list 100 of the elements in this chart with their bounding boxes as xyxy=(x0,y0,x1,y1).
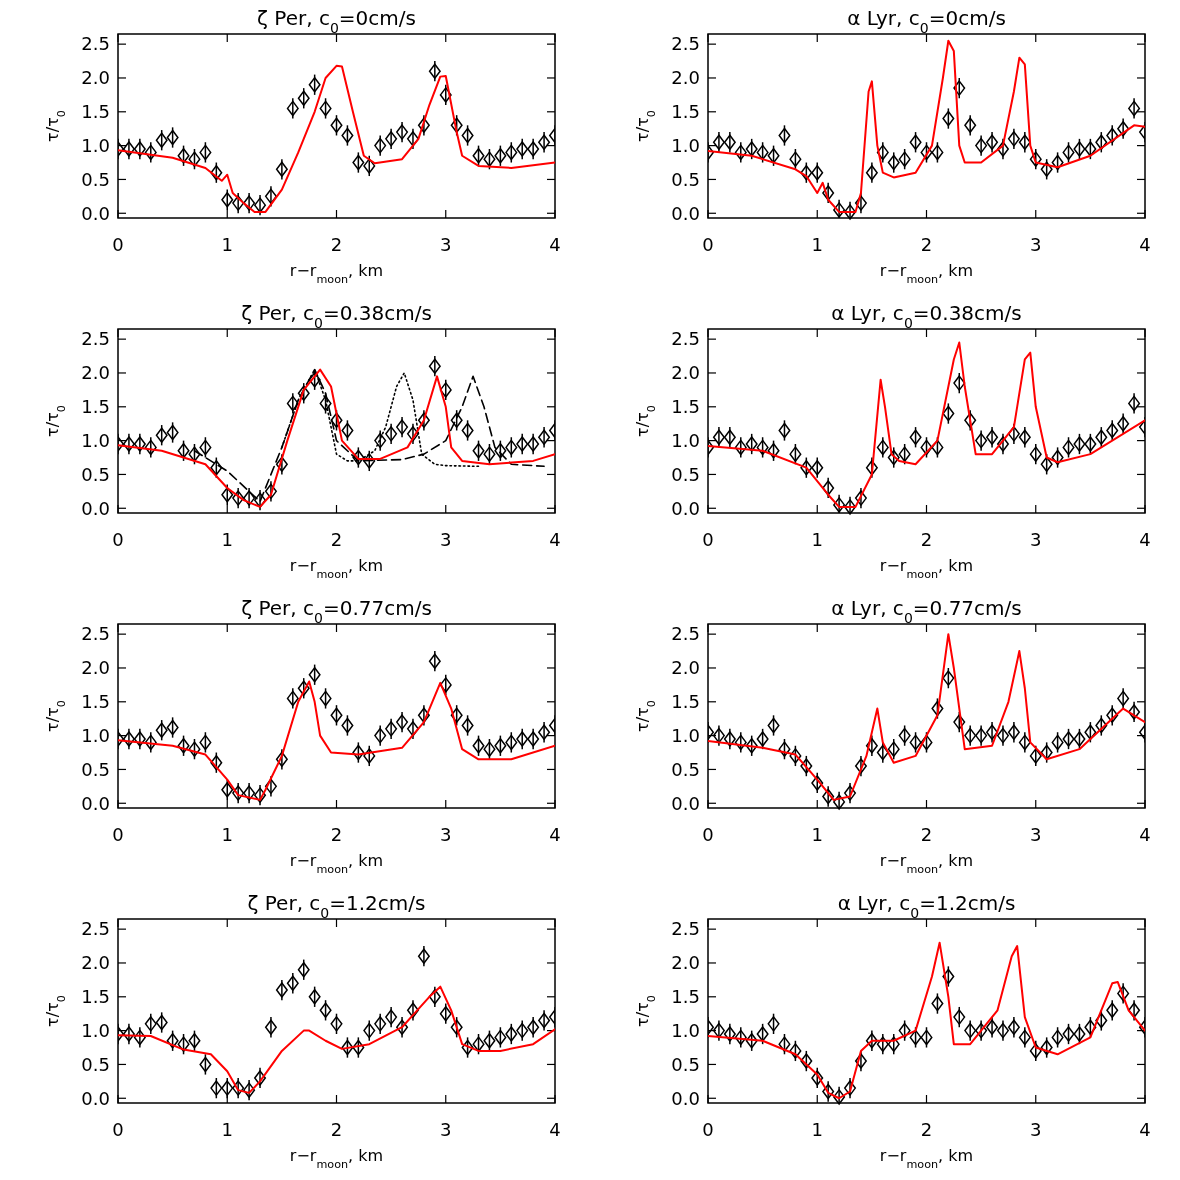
y-tick-label: 2.5 xyxy=(671,33,700,55)
y-tick-label: 0.5 xyxy=(671,1053,700,1075)
y-tick-label: 2.5 xyxy=(81,33,110,55)
x-tick-label: 0 xyxy=(112,529,124,550)
y-tick-label: 0.0 xyxy=(671,497,700,519)
x-tick-label: 0 xyxy=(702,1119,714,1140)
x-tick-label: 0 xyxy=(702,234,714,255)
y-tick-label: 1.0 xyxy=(671,134,700,156)
y-tick-label: 0.5 xyxy=(671,463,700,485)
y-tick-label: 0.0 xyxy=(81,1087,110,1109)
x-tick-label: 2 xyxy=(920,529,933,550)
x-tick-label: 2 xyxy=(330,234,343,255)
x-tick-label: 4 xyxy=(1139,824,1151,845)
x-tick-label: 2 xyxy=(330,824,343,845)
x-tick-label: 0 xyxy=(702,824,714,845)
x-tick-label: 2 xyxy=(330,1119,343,1140)
y-tick-label: 1.0 xyxy=(81,724,110,746)
x-tick-label: 2 xyxy=(920,1119,933,1140)
x-tick-label: 1 xyxy=(221,529,233,550)
x-tick-label: 4 xyxy=(1139,234,1151,255)
y-tick-label: 2.0 xyxy=(81,362,110,384)
chart-title: ζ Per, c$_{0}$=0.77cm/s xyxy=(241,596,432,626)
x-tick-label: 4 xyxy=(549,1119,561,1140)
y-tick-label: 1.5 xyxy=(81,396,110,418)
y-tick-label: 1.5 xyxy=(671,986,700,1008)
y-tick-label: 1.0 xyxy=(81,134,110,156)
x-tick-label: 4 xyxy=(1139,529,1151,550)
y-tick-label: 0.5 xyxy=(81,1053,110,1075)
y-tick-label: 0.0 xyxy=(81,202,110,224)
y-tick-label: 2.5 xyxy=(81,918,110,940)
x-axis-title: r−r$_{moon}$, km xyxy=(879,261,974,286)
y-tick-label: 1.0 xyxy=(671,1019,700,1041)
y-tick-label: 0.5 xyxy=(81,463,110,485)
x-tick-label: 4 xyxy=(549,234,561,255)
x-tick-label: 1 xyxy=(811,824,823,845)
x-tick-label: 3 xyxy=(1030,529,1042,550)
x-tick-label: 1 xyxy=(221,1119,233,1140)
chart-title: α Lyr, c$_{0}$=0cm/s xyxy=(847,6,1006,36)
x-tick-label: 3 xyxy=(1030,824,1042,845)
x-tick-label: 1 xyxy=(811,234,823,255)
y-tick-label: 2.5 xyxy=(671,623,700,645)
y-tick-label: 2.5 xyxy=(81,623,110,645)
x-tick-label: 3 xyxy=(440,1119,452,1140)
y-tick-label: 1.5 xyxy=(81,691,110,713)
y-tick-label: 1.5 xyxy=(81,986,110,1008)
y-tick-label: 0.0 xyxy=(81,792,110,814)
x-tick-label: 4 xyxy=(1139,1119,1151,1140)
y-tick-label: 0.0 xyxy=(81,497,110,519)
x-axis-title: r−r$_{moon}$, km xyxy=(879,1146,974,1171)
x-axis-title: r−r$_{moon}$, km xyxy=(289,851,384,876)
x-tick-label: 0 xyxy=(702,529,714,550)
y-tick-label: 1.5 xyxy=(81,101,110,123)
x-axis-title: r−r$_{moon}$, km xyxy=(879,556,974,581)
x-tick-label: 2 xyxy=(920,824,933,845)
x-tick-label: 3 xyxy=(1030,234,1042,255)
x-tick-label: 3 xyxy=(440,529,452,550)
y-tick-label: 2.0 xyxy=(671,362,700,384)
x-tick-label: 3 xyxy=(440,234,452,255)
y-tick-label: 2.0 xyxy=(671,67,700,89)
x-tick-label: 3 xyxy=(1030,1119,1042,1140)
y-tick-label: 2.5 xyxy=(671,328,700,350)
chart-title: α Lyr, c$_{0}$=0.77cm/s xyxy=(831,596,1022,626)
x-axis-title: r−r$_{moon}$, km xyxy=(879,851,974,876)
x-axis-title: r−r$_{moon}$, km xyxy=(289,556,384,581)
x-tick-label: 1 xyxy=(221,824,233,845)
x-tick-label: 1 xyxy=(811,1119,823,1140)
y-tick-label: 0.0 xyxy=(671,202,700,224)
chart-title: ζ Per, c$_{0}$=0cm/s xyxy=(257,6,416,36)
x-tick-label: 1 xyxy=(221,234,233,255)
x-axis-title: r−r$_{moon}$, km xyxy=(289,261,384,286)
y-tick-label: 2.5 xyxy=(671,918,700,940)
y-tick-label: 1.5 xyxy=(671,101,700,123)
x-tick-label: 2 xyxy=(920,234,933,255)
y-tick-label: 2.0 xyxy=(81,952,110,974)
chart-title: α Lyr, c$_{0}$=0.38cm/s xyxy=(831,301,1022,331)
x-tick-label: 3 xyxy=(440,824,452,845)
y-tick-label: 2.0 xyxy=(671,952,700,974)
y-tick-label: 2.0 xyxy=(81,657,110,679)
y-tick-label: 0.5 xyxy=(671,168,700,190)
x-tick-label: 4 xyxy=(549,529,561,550)
y-tick-label: 1.0 xyxy=(81,1019,110,1041)
y-tick-label: 1.0 xyxy=(671,724,700,746)
x-tick-label: 0 xyxy=(112,1119,124,1140)
y-tick-label: 1.0 xyxy=(81,429,110,451)
y-tick-label: 0.5 xyxy=(81,168,110,190)
y-tick-label: 0.0 xyxy=(671,1087,700,1109)
x-axis-title: r−r$_{moon}$, km xyxy=(289,1146,384,1171)
y-tick-label: 1.0 xyxy=(671,429,700,451)
x-tick-label: 0 xyxy=(112,234,124,255)
chart-title: ζ Per, c$_{0}$=1.2cm/s xyxy=(247,891,426,921)
x-tick-label: 0 xyxy=(112,824,124,845)
chart-title: ζ Per, c$_{0}$=0.38cm/s xyxy=(241,301,432,331)
x-tick-label: 2 xyxy=(330,529,343,550)
y-tick-label: 0.0 xyxy=(671,792,700,814)
x-tick-label: 4 xyxy=(549,824,561,845)
y-tick-label: 0.5 xyxy=(81,758,110,780)
x-tick-label: 1 xyxy=(811,529,823,550)
y-tick-label: 1.5 xyxy=(671,396,700,418)
chart-title: α Lyr, c$_{0}$=1.2cm/s xyxy=(837,891,1016,921)
y-tick-label: 2.5 xyxy=(81,328,110,350)
